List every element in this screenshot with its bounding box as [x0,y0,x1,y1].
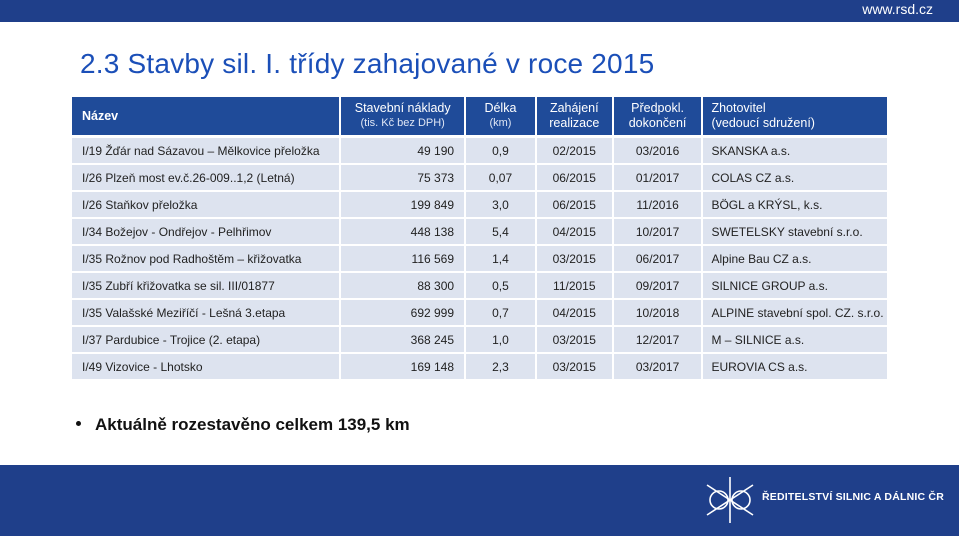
cell-cost: 199 849 [341,192,465,217]
cell-start: 04/2015 [536,300,612,325]
cell-contractor: BÖGL a KRÝSL, k.s. [703,192,888,217]
page-title: 2.3 Stavby sil. I. třídy zahajované v ro… [80,48,655,79]
cell-length: 1,0 [466,327,535,352]
cell-name: I/35 Valašské Meziříčí - Lešná 3.etapa [72,300,340,325]
cell-name: I/26 Plzeň most ev.č.26-009..1,2 (Letná) [72,165,340,190]
cell-length: 0,7 [466,300,535,325]
construction-table: Název Stavební náklady (tis. Kč bez DPH) … [72,97,888,381]
column-header-name: Název [72,97,340,135]
cell-end: 03/2017 [613,354,702,379]
cell-cost: 169 148 [341,354,465,379]
cell-name: I/37 Pardubice - Trojice (2. etapa) [72,327,340,352]
column-header-start: Zahájení realizace [536,97,612,135]
table-row: I/35 Rožnov pod Radhoštěm – křižovatka 1… [72,246,888,271]
cell-start: 03/2015 [536,246,612,271]
bullet-dot-icon [76,421,81,427]
cell-contractor: Alpine Bau CZ a.s. [703,246,888,271]
table-row: I/26 Plzeň most ev.č.26-009..1,2 (Letná)… [72,165,888,190]
cell-name: I/35 Zubří křižovatka se sil. III/01877 [72,273,340,298]
cell-end: 10/2017 [613,219,702,244]
table-row: I/37 Pardubice - Trojice (2. etapa) 368 … [72,327,888,352]
cell-cost: 116 569 [341,246,465,271]
cell-contractor: EUROVIA CS a.s. [703,354,888,379]
summary-bullet: Aktuálně rozestavěno celkem 139,5 km [76,415,410,435]
cell-contractor: SWETELSKY stavební s.r.o. [703,219,888,244]
column-header-contractor: Zhotovitel (vedoucí sdružení) [703,97,887,135]
highway-interchange-icon [706,477,754,523]
cell-start: 11/2015 [536,273,612,298]
cell-start: 02/2015 [536,138,612,163]
table-row: I/26 Staňkov přeložka 199 849 3,0 06/201… [72,192,888,217]
top-bar: www.rsd.cz [0,0,959,22]
cell-cost: 692 999 [341,300,465,325]
cell-cost: 88 300 [341,273,465,298]
site-url[interactable]: www.rsd.cz [862,1,933,17]
cell-length: 1,4 [466,246,535,271]
cell-cost: 75 373 [341,165,465,190]
table-row: I/34 Božejov - Ondřejov - Pelhřimov 448 … [72,219,888,244]
cell-length: 2,3 [466,354,535,379]
table-body: I/19 Žďár nad Sázavou – Mělkovice přelož… [72,138,888,379]
cell-length: 0,9 [466,138,535,163]
table-header: Název Stavební náklady (tis. Kč bez DPH) … [72,97,887,135]
table-row: I/19 Žďár nad Sázavou – Mělkovice přelož… [72,138,888,163]
cell-length: 0,5 [466,273,535,298]
table-row: I/35 Zubří křižovatka se sil. III/01877 … [72,273,888,298]
cell-contractor: COLAS CZ a.s. [703,165,888,190]
cell-length: 3,0 [466,192,535,217]
cell-end: 12/2017 [613,327,702,352]
cell-name: I/26 Staňkov přeložka [72,192,340,217]
table-row: I/35 Valašské Meziříčí - Lešná 3.etapa 6… [72,300,888,325]
cell-contractor: SILNICE GROUP a.s. [703,273,888,298]
cell-cost: 49 190 [341,138,465,163]
cell-end: 10/2018 [613,300,702,325]
cell-name: I/49 Vizovice - Lhotsko [72,354,340,379]
cell-contractor: ALPINE stavební spol. CZ. s.r.o. [703,300,888,325]
cell-start: 03/2015 [536,327,612,352]
cell-start: 06/2015 [536,192,612,217]
cell-end: 09/2017 [613,273,702,298]
cell-name: I/35 Rožnov pod Radhoštěm – křižovatka [72,246,340,271]
column-header-length: Délka (km) [466,97,535,135]
cell-end: 06/2017 [613,246,702,271]
summary-text: Aktuálně rozestavěno celkem 139,5 km [95,415,410,434]
cell-length: 5,4 [466,219,535,244]
cell-name: I/19 Žďár nad Sázavou – Mělkovice přelož… [72,138,340,163]
cell-name: I/34 Božejov - Ondřejov - Pelhřimov [72,219,340,244]
table-row: I/49 Vizovice - Lhotsko 169 148 2,3 03/2… [72,354,888,379]
cell-end: 11/2016 [613,192,702,217]
organization-name: ŘEDITELSTVÍ SILNIC A DÁLNIC ČR [762,491,944,503]
column-header-end: Předpokl. dokončení [613,97,702,135]
footer-bar [0,465,959,536]
cell-contractor: SKANSKA a.s. [703,138,888,163]
column-header-cost: Stavební náklady (tis. Kč bez DPH) [341,97,465,135]
cell-start: 04/2015 [536,219,612,244]
cell-end: 03/2016 [613,138,702,163]
cell-contractor: M – SILNICE a.s. [703,327,888,352]
cell-start: 06/2015 [536,165,612,190]
cell-cost: 448 138 [341,219,465,244]
cell-end: 01/2017 [613,165,702,190]
cell-length: 0,07 [466,165,535,190]
cell-cost: 368 245 [341,327,465,352]
cell-start: 03/2015 [536,354,612,379]
